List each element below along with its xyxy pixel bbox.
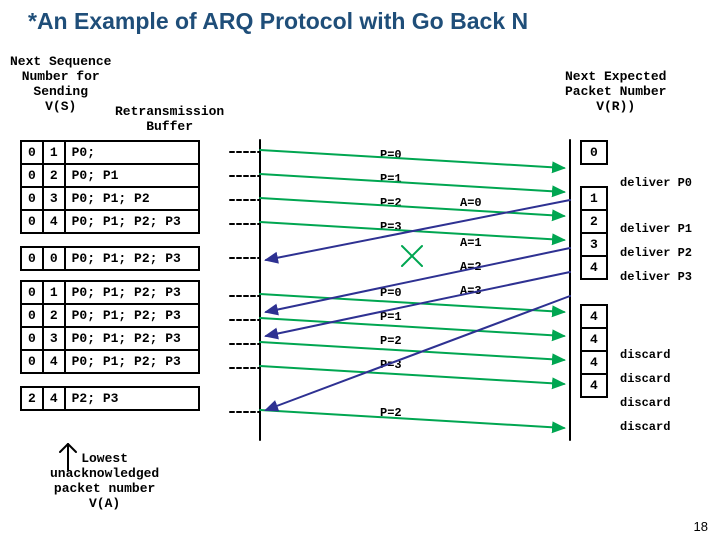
slide-number: 18 (694, 519, 708, 534)
